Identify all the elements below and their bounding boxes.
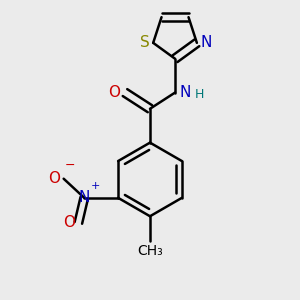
Text: O: O (109, 85, 121, 100)
Text: +: + (91, 182, 100, 191)
Text: S: S (140, 35, 150, 50)
Text: O: O (63, 215, 75, 230)
Text: −: − (65, 159, 76, 172)
Text: N: N (79, 190, 90, 205)
Text: N: N (200, 35, 212, 50)
Text: N: N (179, 85, 191, 100)
Text: CH₃: CH₃ (137, 244, 163, 258)
Text: H: H (195, 88, 204, 101)
Text: O: O (48, 171, 60, 186)
